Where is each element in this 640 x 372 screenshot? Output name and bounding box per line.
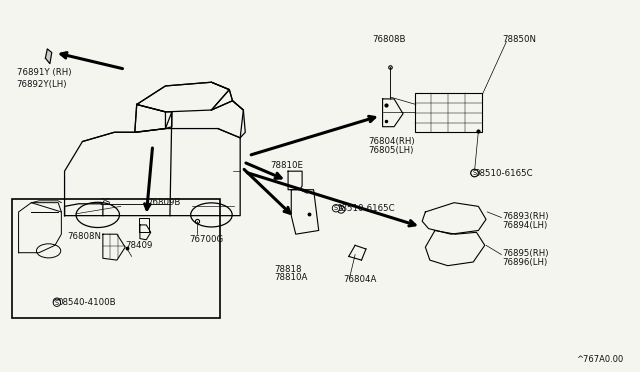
Text: S: S — [339, 206, 343, 212]
Text: 78810A: 78810A — [274, 273, 307, 282]
Bar — [415, 93, 481, 132]
Text: S: S — [472, 170, 477, 176]
Text: 78409: 78409 — [125, 241, 152, 250]
Text: 78818: 78818 — [274, 265, 301, 274]
Text: ^767A0.00: ^767A0.00 — [576, 355, 623, 364]
Text: 76896(LH): 76896(LH) — [502, 258, 548, 267]
Polygon shape — [45, 49, 52, 64]
Text: 08510-6165C: 08510-6165C — [336, 204, 395, 213]
Text: 76804A: 76804A — [343, 275, 376, 284]
Text: 76700G: 76700G — [189, 235, 223, 244]
Text: 76893(RH): 76893(RH) — [502, 212, 549, 221]
Text: S: S — [334, 205, 338, 211]
Text: 2S: 2S — [100, 198, 111, 207]
Text: 76809B: 76809B — [148, 198, 181, 207]
Text: S: S — [55, 299, 59, 305]
Text: 76892Y(LH): 76892Y(LH) — [17, 80, 67, 89]
Text: 76805(LH): 76805(LH) — [368, 146, 413, 155]
Text: 08510-6165C: 08510-6165C — [474, 169, 533, 177]
Text: 76894(LH): 76894(LH) — [502, 221, 548, 230]
Text: 76808N: 76808N — [68, 231, 102, 241]
Text: 76804(RH): 76804(RH) — [368, 137, 415, 146]
Text: 78850N: 78850N — [502, 35, 536, 44]
Text: 76808B: 76808B — [372, 35, 406, 44]
Text: 76891Y (RH): 76891Y (RH) — [17, 68, 71, 77]
Bar — [12, 199, 220, 318]
Text: S: S — [55, 300, 59, 306]
Text: 76895(RH): 76895(RH) — [502, 249, 549, 258]
Text: S: S — [472, 170, 477, 176]
Text: 78810E: 78810E — [270, 161, 303, 170]
Text: 08540-4100B: 08540-4100B — [57, 298, 115, 307]
